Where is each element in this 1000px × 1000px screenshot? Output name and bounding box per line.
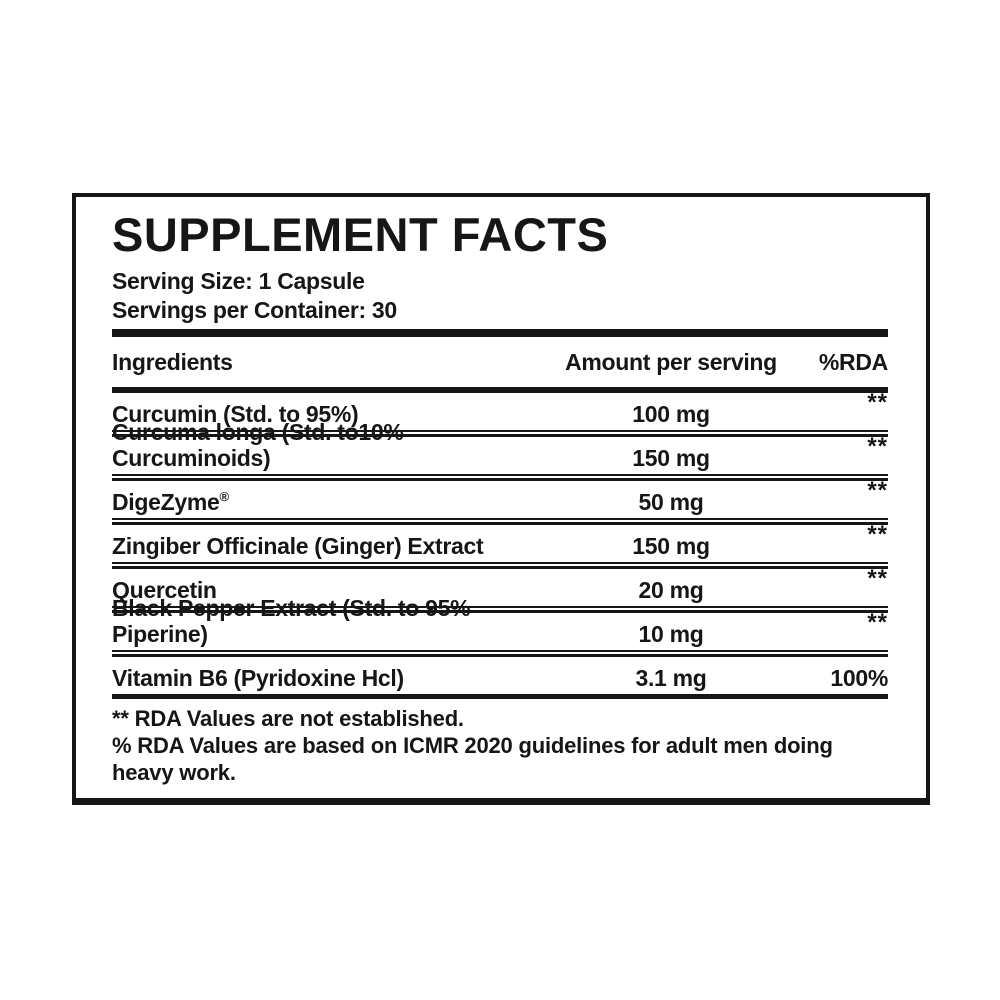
header-divider (112, 387, 888, 393)
ingredient-name: Zingiber Officinale (Ginger) Extract (112, 533, 484, 559)
table-row: Black Pepper Extract (Std. to 95% Piperi… (112, 595, 888, 650)
supplement-facts-panel: SUPPLEMENT FACTS Serving Size: 1 Capsule… (72, 193, 930, 805)
table-row: Zingiber Officinale (Ginger) Extract 150… (112, 521, 888, 562)
amount-value: 50 mg (638, 489, 704, 515)
amount-value: 150 mg (632, 533, 710, 559)
header-rda: %RDA (818, 348, 888, 375)
table-row: DigeZyme® 50 mg ** (112, 477, 888, 518)
amount-value: 100 mg (632, 401, 710, 427)
table-header-row: Ingredients Amount per serving %RDA (112, 337, 888, 387)
section-divider-thick (112, 329, 888, 337)
serving-size: Serving Size: 1 Capsule (112, 268, 365, 294)
footnote-rda-basis: % RDA Values are based on ICMR 2020 guid… (112, 733, 833, 785)
rda-value: ** (867, 609, 888, 636)
row-divider (112, 518, 888, 525)
ingredient-name: Curcumin (Std. to 95%) (112, 401, 359, 427)
footnote-not-established: ** RDA Values are not established. (112, 706, 464, 731)
registered-trademark-icon: ® (219, 489, 230, 504)
amount-value: 10 mg (638, 621, 704, 647)
footer-divider (112, 694, 888, 699)
header-ingredients: Ingredients (112, 348, 233, 375)
table-row: Curcuma longa (Std. to10% Curcuminoids) … (112, 419, 888, 474)
rda-value: ** (867, 521, 888, 548)
servings-per-container: Servings per Container: 30 (112, 297, 397, 323)
rda-value: ** (867, 565, 888, 592)
ingredient-name: Quercetin (112, 577, 217, 603)
rda-value: 100% (830, 665, 888, 691)
row-divider (112, 606, 888, 613)
ingredient-name: DigeZyme® (112, 489, 230, 515)
table-row: Curcumin (Std. to 95%) 100 mg ** (112, 389, 888, 430)
row-divider (112, 562, 888, 569)
footnotes: ** RDA Values are not established. % RDA… (112, 705, 888, 786)
ingredient-name: Curcuma longa (Std. to10% Curcuminoids) (112, 419, 404, 471)
amount-value: 3.1 mg (635, 665, 707, 691)
ingredient-name: Vitamin B6 (Pyridoxine Hcl) (112, 665, 404, 691)
ingredient-name: Black Pepper Extract (Std. to 95% Piperi… (112, 595, 471, 647)
row-divider (112, 650, 888, 657)
rda-value: ** (867, 477, 888, 504)
rda-value: ** (867, 389, 888, 416)
table-row: Vitamin B6 (Pyridoxine Hcl) 3.1 mg 100% (112, 657, 888, 694)
header-amount-per-serving: Amount per serving (565, 348, 777, 375)
panel-title: SUPPLEMENT FACTS (112, 208, 609, 261)
rda-value: ** (867, 433, 888, 460)
amount-value: 20 mg (638, 577, 704, 603)
row-divider (112, 474, 888, 481)
amount-value: 150 mg (632, 445, 710, 471)
table-row: Quercetin 20 mg ** (112, 565, 888, 606)
row-divider (112, 430, 888, 437)
